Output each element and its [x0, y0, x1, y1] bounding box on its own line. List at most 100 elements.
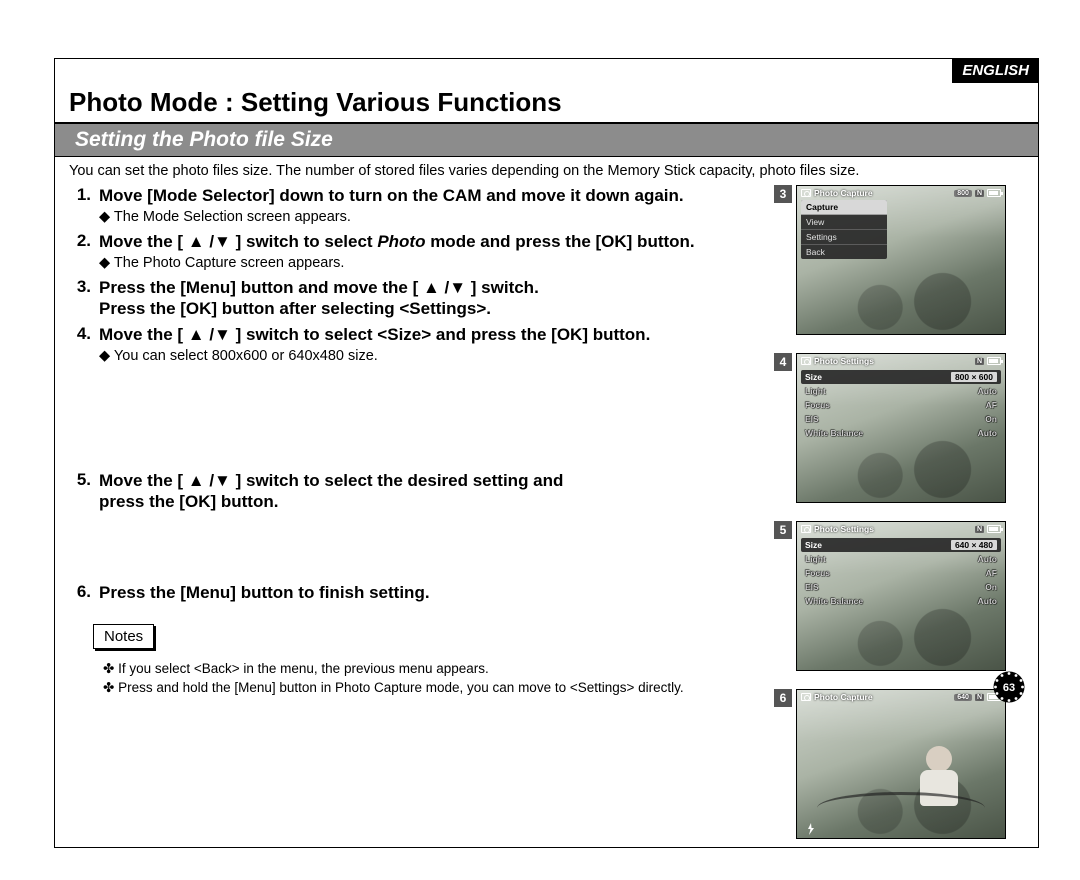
- settings-row: EISOn: [801, 412, 1001, 426]
- step-instruction: Move the [ ▲ /▼ ] switch to select <Size…: [99, 324, 769, 345]
- step-instruction: Press the [Menu] button and move the [ ▲…: [99, 277, 769, 320]
- battery-icon: [987, 525, 1001, 533]
- camera-icon: [801, 525, 811, 533]
- steps-list: 1.Move [Mode Selector] down to turn on t…: [69, 185, 769, 604]
- setting-value: Auto: [978, 554, 997, 564]
- step-number: 3.: [69, 277, 99, 320]
- menu-item: Capture: [801, 200, 887, 215]
- camera-icon: [801, 357, 811, 365]
- screen-topbar: Photo Settings N: [801, 524, 1001, 534]
- setting-value: AF: [986, 400, 997, 410]
- menu-item: Settings: [801, 230, 887, 245]
- screen-topbar: Photo Capture640N: [801, 692, 1001, 702]
- settings-row: Light Auto: [801, 552, 1001, 566]
- size-indicator: 800: [954, 190, 972, 197]
- spacer: [69, 516, 769, 582]
- settings-list: Size800 × 600LightAutoFocusAFEISOnWhite …: [801, 370, 1001, 440]
- step-instruction: Press the [Menu] button to finish settin…: [99, 582, 769, 603]
- manual-page: ENGLISH Photo Mode : Setting Various Fun…: [54, 58, 1039, 848]
- camera-screenshot: 6Photo Capture640N: [796, 689, 1024, 839]
- screenshots-column: 3Photo Capture800NCaptureViewSettingsBac…: [796, 185, 1024, 857]
- settings-list: Size 640 × 480 Light Auto Focus AF EIS On White …: [801, 538, 1001, 608]
- setting-key: Size: [805, 372, 822, 382]
- step-number: 5.: [69, 470, 99, 513]
- step-body: Move [Mode Selector] down to turn on the…: [99, 185, 769, 227]
- step: 4.Move the [ ▲ /▼ ] switch to select <Si…: [69, 324, 769, 366]
- screenshot-number: 4: [774, 353, 792, 371]
- setting-value: 800 × 600: [951, 372, 997, 382]
- camera-screen: Photo Capture640N: [796, 689, 1006, 839]
- step: 1.Move [Mode Selector] down to turn on t…: [69, 185, 769, 227]
- camera-screenshot: 4Photo SettingsNSize800 × 600LightAutoFo…: [796, 353, 1024, 503]
- setting-key: Light: [805, 386, 826, 396]
- step-instruction: Move the [ ▲ /▼ ] switch to select the d…: [99, 470, 769, 513]
- notes-label: Notes: [93, 624, 154, 649]
- step-body: Move the [ ▲ /▼ ] switch to select Photo…: [99, 231, 769, 273]
- step-number: 6.: [69, 582, 99, 603]
- settings-row: White Balance Auto: [801, 426, 1001, 440]
- screen-topbar: Photo Capture 800N: [801, 188, 1001, 198]
- settings-row: Focus AF: [801, 398, 1001, 412]
- quality-indicator: N: [975, 526, 984, 533]
- section-title: Setting the Photo file Size: [55, 124, 1038, 157]
- setting-key: Focus: [805, 568, 830, 578]
- step: 3.Press the [Menu] button and move the […: [69, 277, 769, 320]
- intro-text: You can set the photo files size. The nu…: [55, 157, 1038, 185]
- camera-screen: Photo Capture 800N CaptureViewSettingsBack: [796, 185, 1006, 335]
- step-number: 4.: [69, 324, 99, 366]
- step-instruction: Move the [ ▲ /▼ ] switch to select Photo…: [99, 231, 769, 252]
- settings-row: Light Auto: [801, 384, 1001, 398]
- page-title: Photo Mode : Setting Various Functions: [55, 59, 1038, 124]
- step-instruction: Move [Mode Selector] down to turn on the…: [99, 185, 769, 206]
- camera-screen: Photo Settings N Size 800 × 600 Light Auto Foc…: [796, 353, 1006, 503]
- step-detail: You can select 800x600 or 640x480 size.: [99, 345, 769, 366]
- settings-row: Size 800 × 600: [801, 370, 1001, 384]
- step-body: Press the [Menu] button and move the [ ▲…: [99, 277, 769, 320]
- screen-mode-label: Photo Settings: [814, 356, 874, 366]
- setting-value: On: [985, 582, 997, 592]
- camera-icon: [801, 693, 811, 701]
- quality-indicator: N: [975, 190, 984, 197]
- page-number: 63: [1003, 682, 1015, 694]
- setting-key: White Balance: [805, 428, 863, 438]
- settings-row: Size 640 × 480: [801, 538, 1001, 552]
- step-number: 1.: [69, 185, 99, 227]
- quality-indicator: N: [975, 358, 984, 365]
- setting-key: EIS: [805, 582, 819, 592]
- menu-panel: CaptureViewSettingsBack: [801, 200, 887, 259]
- screenshot-number: 3: [774, 185, 792, 203]
- setting-key: Focus: [805, 400, 830, 410]
- settings-row: EIS On: [801, 580, 1001, 594]
- language-badge: ENGLISH: [952, 58, 1039, 83]
- step-detail: The Photo Capture screen appears.: [99, 252, 769, 273]
- step-detail: The Mode Selection screen appears.: [99, 206, 769, 227]
- screen-mode-label: Photo Settings: [814, 524, 874, 534]
- scene-child: [909, 742, 969, 832]
- camera-screen: Photo Settings N Size 640 × 480 Light Auto Foc…: [796, 521, 1006, 671]
- setting-value: On: [985, 414, 997, 424]
- spacer: [69, 370, 769, 470]
- settings-row: White BalanceAuto: [801, 594, 1001, 608]
- camera-screenshot: 5Photo SettingsNSize640 × 480LightAutoFo…: [796, 521, 1024, 671]
- setting-key: Light: [805, 554, 826, 564]
- setting-value: Auto: [978, 596, 997, 606]
- setting-value: AF: [986, 568, 997, 578]
- battery-icon: [987, 189, 1001, 197]
- step: 6.Press the [Menu] button to finish sett…: [69, 582, 769, 603]
- step-body: Move the [ ▲ /▼ ] switch to select the d…: [99, 470, 769, 513]
- screen-topbar: Photo Settings N: [801, 356, 1001, 366]
- menu-item: View: [801, 215, 887, 230]
- setting-value: Auto: [978, 428, 997, 438]
- camera-screenshot: 3Photo Capture800NCaptureViewSettingsBac…: [796, 185, 1024, 335]
- step: 5.Move the [ ▲ /▼ ] switch to select the…: [69, 470, 769, 513]
- setting-value: 640 × 480: [951, 540, 997, 550]
- screenshot-number: 6: [774, 689, 792, 707]
- page-number-badge: 63: [992, 670, 1026, 704]
- screenshot-number: 5: [774, 521, 792, 539]
- setting-value: Auto: [978, 386, 997, 396]
- screen-mode-label: Photo Capture: [814, 692, 873, 702]
- setting-key: Size: [805, 540, 822, 550]
- step-number: 2.: [69, 231, 99, 273]
- menu-item: Back: [801, 245, 887, 259]
- screen-mode-label: Photo Capture: [814, 188, 873, 198]
